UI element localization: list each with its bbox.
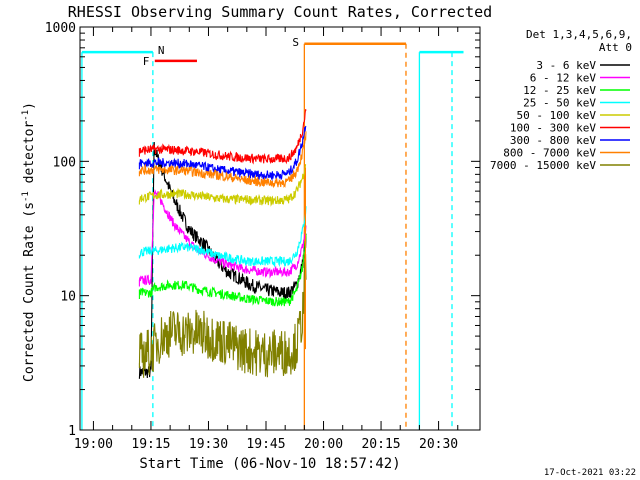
- footer-date: 17-Oct-2021 03:22: [544, 468, 636, 478]
- plot-frame: [79, 26, 481, 431]
- series-line: [138, 189, 307, 287]
- plot-area: N S F 1 10 100 1000 19:00 19:15 19:30 19:45 20:00 20…: [45, 21, 481, 452]
- flag-f-label: F: [143, 55, 150, 68]
- legend-label: 3 - 6 keV: [536, 59, 596, 72]
- legend-header: Att 0: [599, 41, 632, 54]
- x-tick-label: 20:30: [419, 437, 458, 452]
- y-axis-label-part: -1: [21, 191, 31, 202]
- x-tick-label: 20:15: [361, 437, 400, 452]
- y-axis-label-part: detector: [22, 121, 37, 192]
- y-axis-label-part: ): [22, 102, 37, 110]
- legend-header: Det 1,3,4,5,6,9,: [526, 28, 632, 41]
- series-line: [138, 125, 307, 182]
- y-axis-label-part: Corrected Count Rate (s: [22, 202, 37, 382]
- legend-label: 25 - 50 keV: [523, 97, 596, 110]
- flag-s-label: S: [292, 36, 299, 49]
- y-tick-label: 100: [53, 155, 76, 170]
- series-line: [138, 164, 307, 207]
- y-axis-label: Corrected Count Rate (s-1 detector-1): [21, 102, 37, 382]
- legend-label: 50 - 100 keV: [517, 109, 597, 122]
- series-line: [138, 141, 307, 379]
- legend-label: 100 - 300 keV: [510, 122, 596, 135]
- x-axis-label: Start Time (06-Nov-10 18:57:42): [139, 456, 400, 472]
- flag-n-label: N: [158, 44, 165, 57]
- legend-label: 800 - 7000 keV: [503, 147, 596, 160]
- series-line: [138, 234, 307, 307]
- x-tick-label: 19:45: [246, 437, 285, 452]
- y-tick-label: 1: [68, 424, 76, 439]
- y-tick-label: 1000: [45, 21, 76, 36]
- series-line: [138, 206, 307, 268]
- x-tick-label: 20:00: [304, 437, 343, 452]
- chart-title: RHESSI Observing Summary Count Rates, Co…: [68, 3, 492, 21]
- y-axis-label-part: -1: [21, 110, 31, 121]
- legend-label: 7000 - 15000 keV: [490, 159, 596, 172]
- x-tick-label: 19:15: [131, 437, 170, 452]
- x-tick-label: 19:30: [189, 437, 228, 452]
- x-tick-label: 19:00: [74, 437, 113, 452]
- legend-label: 12 - 25 keV: [523, 84, 596, 97]
- legend-label: 300 - 800 keV: [510, 134, 596, 147]
- legend-label: 6 - 12 keV: [530, 72, 597, 85]
- y-tick-label: 10: [60, 290, 76, 305]
- series-line: [138, 131, 307, 189]
- series-line: [138, 109, 307, 165]
- series-line: [138, 254, 307, 378]
